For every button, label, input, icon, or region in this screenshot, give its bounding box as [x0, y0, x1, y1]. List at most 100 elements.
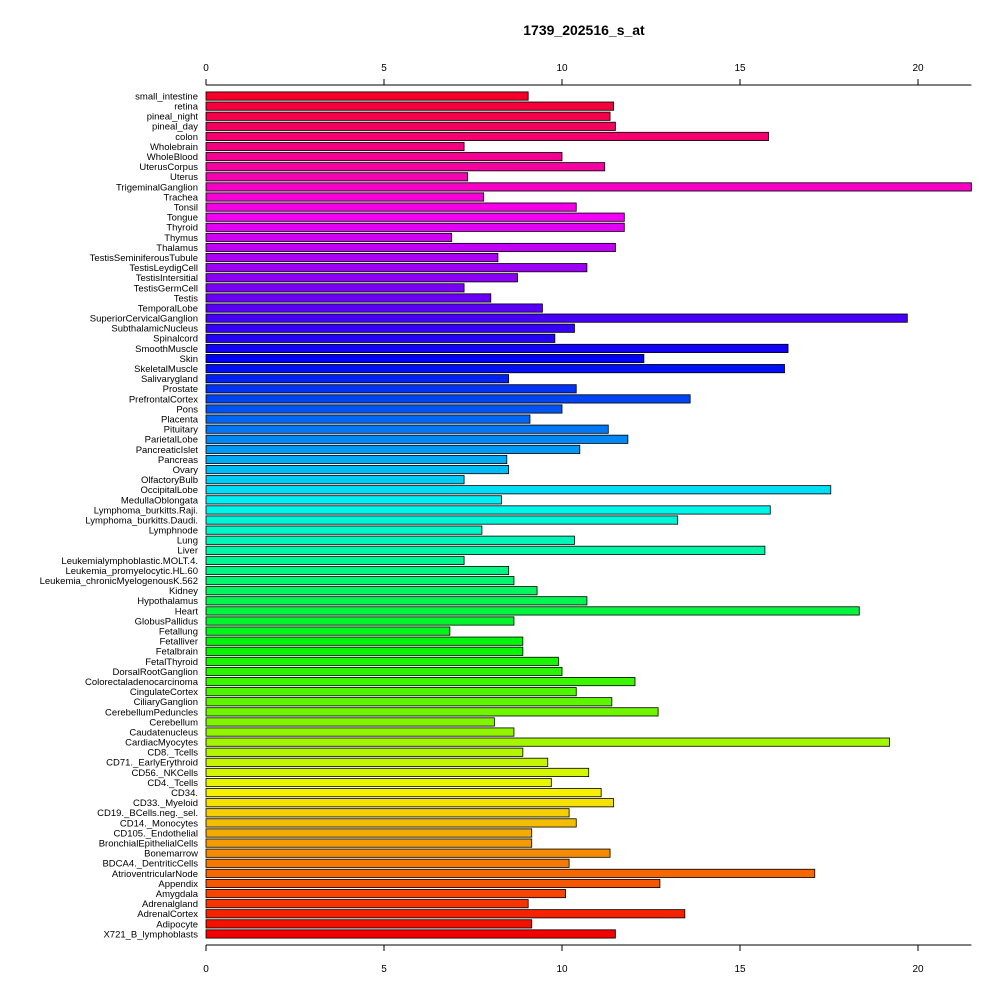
bar [205, 767, 590, 777]
bar [205, 465, 510, 475]
bar [205, 162, 606, 172]
category-label: Wholebrain [150, 142, 198, 153]
bar [205, 505, 771, 515]
category-label: Hypothalamus [137, 596, 198, 607]
bar [205, 616, 515, 626]
category-label: PrefrontalCortex [129, 394, 198, 405]
bar [205, 121, 616, 131]
bar [205, 515, 679, 525]
bar [205, 747, 524, 757]
category-label: AtrioventricularNode [112, 869, 198, 880]
bottom-tick-label: 15 [734, 964, 746, 975]
bar [205, 878, 661, 889]
category-label: Uterus [170, 172, 198, 183]
category-labels: small_intestineretinapineal_nightpineal_… [40, 91, 199, 940]
bar [205, 636, 524, 646]
bar [205, 535, 575, 545]
chart-title: 1739_202516_s_at [523, 22, 645, 38]
bottom-tick-label: 5 [381, 964, 387, 975]
category-label: DorsalRootGanglion [112, 667, 198, 678]
category-label: CD8._Tcells [147, 748, 198, 759]
category-label: TestisSeminiferousTubule [90, 253, 198, 264]
category-label: Heart [175, 606, 199, 617]
category-label: Appendix [158, 879, 198, 890]
bar [205, 222, 625, 232]
category-label: CD105._Endothelial [113, 828, 198, 839]
category-label: Lung [177, 536, 198, 547]
bar [205, 777, 552, 788]
category-label: CD71._EarlyErythroid [106, 758, 198, 769]
category-label: Caudatenucleus [129, 727, 198, 738]
top-tick-label: 10 [556, 63, 568, 74]
category-label: SmoothMuscle [135, 344, 198, 355]
category-label: CerebellumPeduncles [105, 707, 198, 718]
category-label: Colorectaladenocarcinoma [85, 677, 199, 688]
bar [205, 596, 588, 606]
bar [205, 646, 524, 656]
category-label: OccipitalLobe [140, 485, 198, 496]
category-label: SubthalamicNucleus [111, 324, 198, 335]
category-label: CD4._Tcells [147, 778, 198, 789]
bar [205, 384, 577, 394]
bar [205, 687, 577, 697]
bar [205, 273, 518, 283]
category-label: Pituitary [164, 425, 199, 436]
bottom-tick-label: 20 [912, 964, 924, 975]
category-label: Prostate [163, 384, 198, 395]
category-label: TestisLeydigCell [129, 263, 198, 274]
bar [205, 555, 465, 565]
bar [205, 899, 529, 909]
category-label: BronchialEpithelialCells [99, 839, 199, 850]
category-label: ParietalLobe [145, 435, 198, 446]
bottom-tick-label: 10 [556, 964, 568, 975]
category-label: colon [175, 132, 198, 143]
bar [205, 434, 629, 444]
top-axis: 0 5 10 15 20 [203, 63, 972, 86]
category-label: Tongue [167, 213, 198, 224]
bottom-axis: 0 5 10 15 20 [203, 944, 972, 975]
category-label: CingulateCortex [130, 687, 198, 698]
bar [205, 141, 465, 152]
category-label: Ovary [173, 465, 199, 476]
bar [205, 656, 559, 666]
category-label: Testis [174, 293, 199, 304]
bar [205, 343, 789, 353]
top-tick-label: 0 [203, 63, 209, 74]
category-label: MedullaOblongata [121, 495, 199, 506]
bar [205, 717, 495, 727]
bar [205, 858, 570, 868]
category-label: X721_B_lymphoblasts [103, 929, 198, 940]
bar [205, 818, 577, 828]
bar [205, 929, 616, 939]
category-label: AdrenalCortex [137, 909, 198, 920]
category-label: CD33._Myeloid [133, 798, 198, 809]
bar [205, 263, 588, 273]
category-label: Salivarygland [141, 374, 198, 385]
bar [205, 253, 499, 263]
bar [205, 788, 602, 798]
bar [205, 475, 465, 485]
category-label: FetalThyroid [145, 657, 198, 668]
top-tick-label: 15 [734, 63, 746, 74]
category-label: Lymphoma_burkitts.Daudi. [85, 515, 198, 526]
bar [205, 293, 492, 303]
category-label: Adrenalgland [142, 899, 198, 910]
bar [205, 131, 769, 141]
category-label: Adipocyte [156, 919, 198, 930]
category-label: Thymus [164, 233, 198, 244]
bar [205, 242, 616, 253]
bar [205, 313, 908, 323]
bar [205, 212, 625, 222]
category-label: Leukemia_chronicMyelogenousK.562 [40, 576, 198, 587]
category-label: TrigeminalGanglion [116, 182, 198, 193]
category-label: Bonemarrow [144, 849, 198, 860]
bar [205, 101, 615, 111]
bar [205, 838, 533, 848]
top-tick-label: 20 [912, 63, 924, 74]
category-label: PancreaticIslet [136, 445, 199, 456]
category-label: TemporalLobe [138, 303, 198, 314]
bar [205, 333, 556, 343]
bar [205, 586, 538, 596]
bar [205, 576, 515, 586]
